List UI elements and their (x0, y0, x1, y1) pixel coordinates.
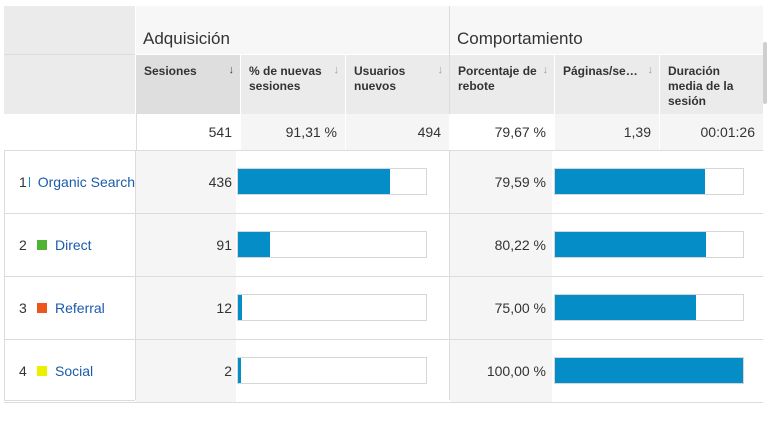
behavior-group-title: Comportamiento (457, 29, 583, 48)
dimension-header-bg (4, 6, 135, 114)
total-sessions: 541 (136, 114, 240, 150)
behavior-group-header: Comportamiento (450, 6, 763, 54)
sessions-value: 2 (136, 340, 240, 402)
dimension-header-divider (4, 54, 135, 55)
sessions-value: 91 (136, 214, 240, 276)
scrollbar-thumb[interactable] (763, 42, 767, 104)
table-row: 1 Organic Search (5, 151, 135, 213)
row-divider (4, 213, 763, 214)
legend-swatch (37, 240, 47, 250)
table-row: 3 Referral (5, 277, 135, 339)
column-header-bounce-rate-label: Porcentaje de rebote (458, 64, 537, 93)
column-header-new-users-label: Usuarios nuevos (354, 64, 406, 93)
sort-icon[interactable]: ↓ (647, 64, 654, 76)
legend-swatch (28, 177, 30, 187)
column-header-avg-duration-label: Duración media de la sesión (668, 64, 734, 108)
bounce-bar-fill (555, 358, 743, 383)
sessions-bar-fill (238, 295, 243, 320)
total-avg-duration: 00:01:26 (660, 114, 763, 150)
column-header-sessions-label: Sesiones (144, 64, 197, 78)
total-bounce-rate: 79,67 % (450, 114, 554, 150)
bounce-bar-fill (555, 295, 696, 320)
sessions-value: 436 (136, 151, 240, 213)
sessions-bar-track (237, 231, 427, 258)
row-label-link[interactable]: Direct (55, 237, 92, 253)
bounce-rate-value: 75,00 % (450, 277, 554, 339)
bounce-bar-fill (555, 169, 705, 194)
total-pages-per-session: 1,39 (555, 114, 659, 150)
column-header-pct-new-sessions-label: % de nuevas sesiones (249, 64, 322, 93)
column-header-sessions[interactable]: Sesiones ↓ (136, 55, 240, 114)
sessions-bar-fill (238, 169, 390, 194)
column-header-bounce-rate[interactable]: Porcentaje de rebote ↓ (450, 55, 554, 114)
row-divider (4, 339, 763, 340)
column-header-pages-per-session[interactable]: Páginas/se… ↓ (555, 55, 659, 114)
legend-swatch (37, 303, 47, 313)
table-row: 4 Social (5, 340, 135, 402)
row-index: 3 (19, 300, 27, 316)
sort-icon[interactable]: ↓ (542, 64, 549, 76)
legend-swatch (37, 366, 47, 376)
bounce-bar-fill (555, 232, 706, 257)
sessions-bar-track (237, 294, 427, 321)
bounce-rate-value: 79,59 % (450, 151, 554, 213)
bounce-bar-track (554, 357, 744, 384)
table-bottom-border (4, 400, 135, 401)
acquisition-group-header: Adquisición (136, 6, 449, 54)
total-pct-new-sessions: 91,31 % (241, 114, 345, 150)
total-new-users: 494 (346, 114, 449, 150)
sessions-bar-fill (238, 232, 270, 257)
bounce-rate-value: 100,00 % (450, 340, 554, 402)
bounce-rate-value: 80,22 % (450, 214, 554, 276)
row-label-link[interactable]: Referral (55, 300, 105, 316)
sessions-bar-track (237, 357, 427, 384)
column-header-avg-duration[interactable]: Duración media de la sesión (660, 55, 763, 114)
row-divider (4, 402, 763, 403)
row-index: 1 (19, 174, 27, 190)
column-header-new-users[interactable]: Usuarios nuevos ↓ (346, 55, 449, 114)
sessions-bar-track (237, 168, 427, 195)
acquisition-group-title: Adquisición (143, 29, 230, 48)
row-index: 2 (19, 237, 27, 253)
arrow-down-icon[interactable]: ↓ (228, 64, 235, 76)
row-index: 4 (19, 363, 27, 379)
table-left-border (4, 150, 5, 400)
sort-icon[interactable]: ↓ (437, 64, 444, 76)
dimension-column-border (135, 150, 136, 400)
row-label-link[interactable]: Organic Search (37, 174, 135, 190)
sort-icon[interactable]: ↓ (333, 64, 340, 76)
row-divider (4, 276, 763, 277)
column-header-pct-new-sessions[interactable]: % de nuevas sesiones ↓ (241, 55, 345, 114)
bounce-bar-track (554, 231, 744, 258)
row-label-link[interactable]: Social (55, 363, 94, 379)
sessions-value: 12 (136, 277, 240, 339)
column-header-pages-per-session-label: Páginas/se… (563, 64, 638, 78)
totals-divider (4, 150, 763, 151)
bounce-bar-track (554, 294, 744, 321)
sessions-bar-fill (238, 358, 241, 383)
bounce-bar-track (554, 168, 744, 195)
table-row: 2 Direct (5, 214, 135, 276)
group-divider (449, 6, 450, 400)
